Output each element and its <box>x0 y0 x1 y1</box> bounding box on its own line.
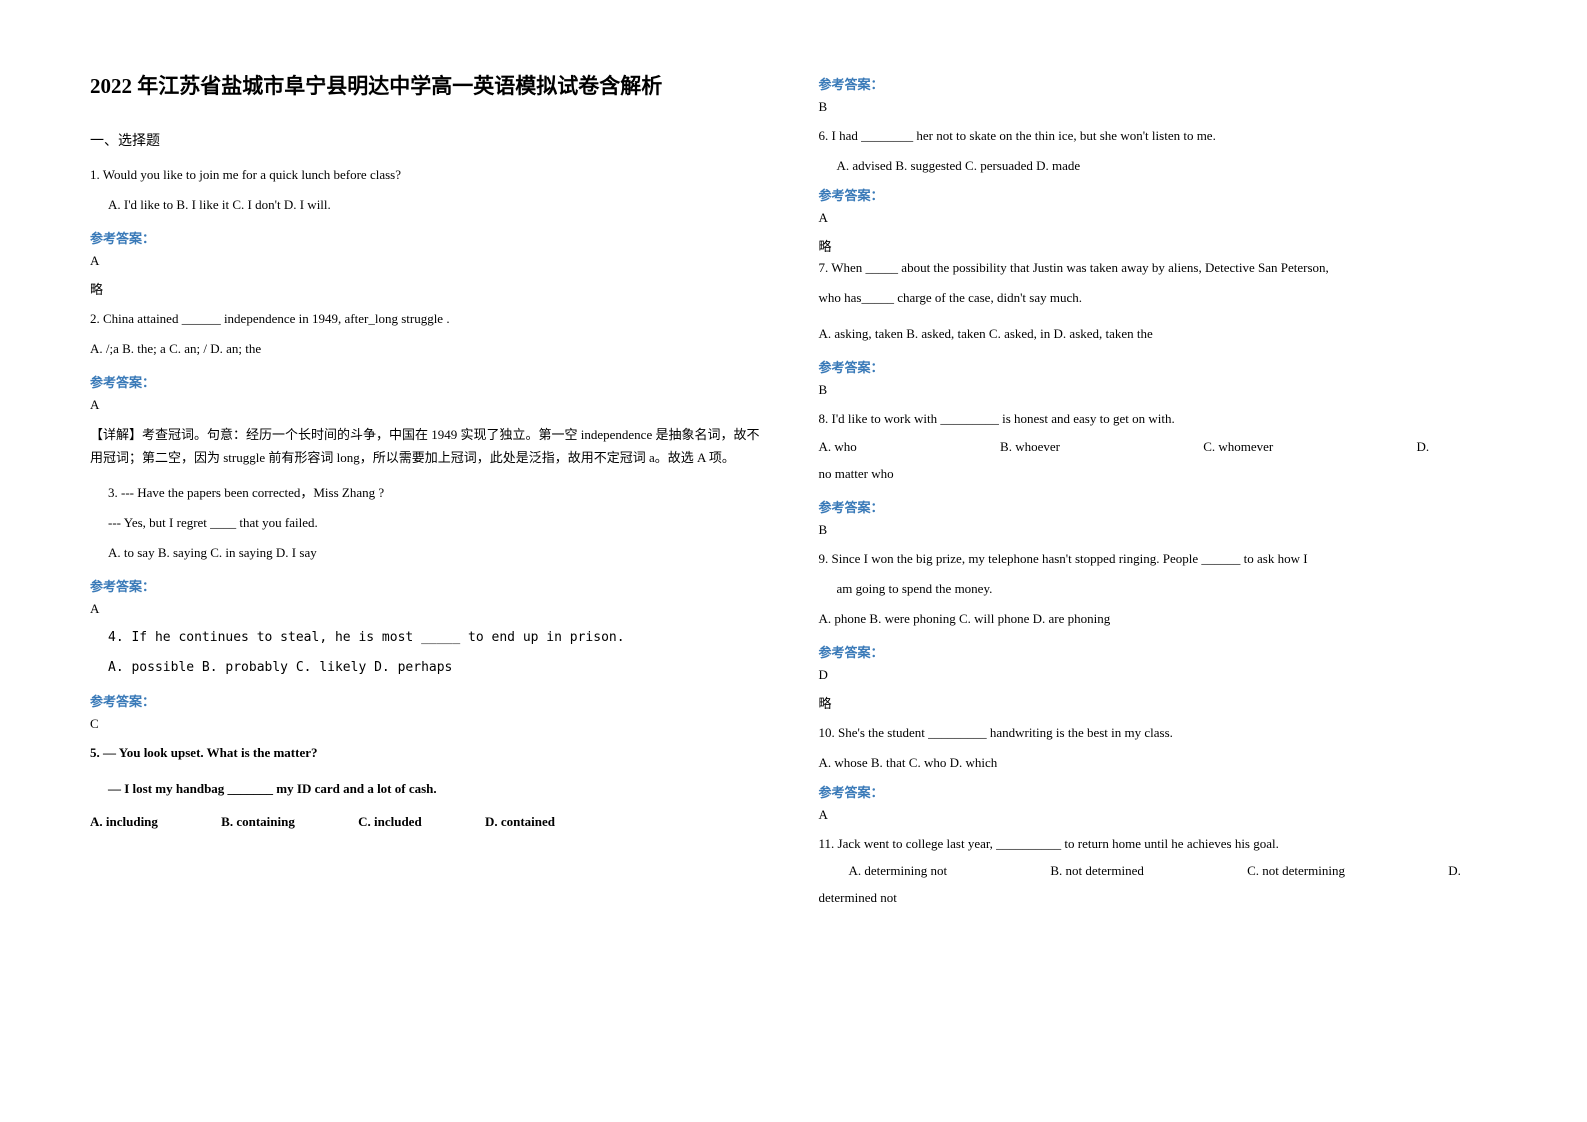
q6-answer: A <box>819 210 1498 226</box>
q1-answer: A <box>90 253 769 269</box>
q3-line2: --- Yes, but I regret ____ that you fail… <box>90 512 769 534</box>
q8-optB: B. whoever <box>1000 439 1060 455</box>
q3-text: 3. --- Have the papers been corrected，Mi… <box>90 482 769 504</box>
q5-optA: A. including <box>90 814 158 830</box>
q6-text: 6. I had ________ her not to skate on th… <box>819 125 1498 147</box>
answer-label: 参考答案： <box>819 74 1498 93</box>
answer-label: 参考答案： <box>90 691 769 710</box>
q11-line2: determined not <box>819 887 1498 909</box>
q2-text: 2. China attained ______ independence in… <box>90 308 769 330</box>
answer-label: 参考答案： <box>819 642 1498 661</box>
q11-optA: A. determining not <box>849 863 948 879</box>
left-column: 2022 年江苏省盐城市阜宁县明达中学高一英语模拟试卷含解析 一、选择题 1. … <box>90 70 769 1082</box>
q1-text: 1. Would you like to join me for a quick… <box>90 164 769 186</box>
q5-optC: C. included <box>358 814 422 830</box>
q1-options: A. I'd like to B. I like it C. I don't D… <box>90 194 769 216</box>
q5-text: 5. — You look upset. What is the matter? <box>90 742 769 764</box>
q8-line2: no matter who <box>819 463 1498 485</box>
q3-options: A. to say B. saying C. in saying D. I sa… <box>90 542 769 564</box>
page-title: 2022 年江苏省盐城市阜宁县明达中学高一英语模拟试卷含解析 <box>90 70 769 104</box>
section-header: 一、选择题 <box>90 130 769 150</box>
answer-label: 参考答案： <box>819 782 1498 801</box>
answer-label: 参考答案： <box>90 228 769 247</box>
q5-line2: — I lost my handbag _______ my ID card a… <box>90 778 769 800</box>
q9-text: 9. Since I won the big prize, my telepho… <box>819 548 1498 570</box>
q6-options: A. advised B. suggested C. persuaded D. … <box>819 155 1498 177</box>
q5-answer: B <box>819 99 1498 115</box>
q8-optA: A. who <box>819 439 857 455</box>
q10-options: A. whose B. that C. who D. which <box>819 752 1498 774</box>
q8-options: A. who B. whoever C. whomever D. <box>819 439 1498 455</box>
q8-answer: B <box>819 522 1498 538</box>
q4-options: A. possible B. probably C. likely D. per… <box>90 657 769 679</box>
q7-line2: who has_____ charge of the case, didn't … <box>819 287 1498 309</box>
q9-options: A. phone B. were phoning C. will phone D… <box>819 608 1498 630</box>
q7-options: A. asking, taken B. asked, taken C. aske… <box>819 323 1498 345</box>
q10-answer: A <box>819 807 1498 823</box>
q8-text: 8. I'd like to work with _________ is ho… <box>819 408 1498 430</box>
q8-optD: D. <box>1417 439 1430 454</box>
q11-text: 11. Jack went to college last year, ____… <box>819 833 1498 855</box>
q2-answer: A <box>90 397 769 413</box>
q8-optC: C. whomever <box>1203 439 1273 455</box>
q9-answer: D <box>819 667 1498 683</box>
q4-answer: C <box>90 716 769 732</box>
q5-options: A. including B. containing C. included D… <box>90 814 769 830</box>
q7-text: 7. When _____ about the possibility that… <box>819 257 1498 279</box>
answer-label: 参考答案： <box>819 497 1498 516</box>
q2-options: A. /;a B. the; a C. an; / D. an; the <box>90 338 769 360</box>
q11-optC: C. not determining <box>1247 863 1345 879</box>
q11-options: A. determining not B. not determined C. … <box>819 863 1498 879</box>
q4-text: 4. If he continues to steal, he is most … <box>90 627 769 649</box>
answer-label: 参考答案： <box>90 576 769 595</box>
q1-skip: 略 <box>90 279 769 298</box>
q6-skip: 略 <box>819 236 1498 255</box>
q9-skip: 略 <box>819 693 1498 712</box>
q2-explanation: 【详解】考查冠词。句意：经历一个长时间的斗争，中国在 1949 实现了独立。第一… <box>90 423 769 470</box>
right-column: 参考答案： B 6. I had ________ her not to ska… <box>819 70 1498 1082</box>
answer-label: 参考答案： <box>819 357 1498 376</box>
q9-line2: am going to spend the money. <box>819 578 1498 600</box>
answer-label: 参考答案： <box>90 372 769 391</box>
q3-answer: A <box>90 601 769 617</box>
q11-optB: B. not determined <box>1050 863 1144 879</box>
q7-answer: B <box>819 382 1498 398</box>
answer-label: 参考答案： <box>819 185 1498 204</box>
q5-optB: B. containing <box>221 814 295 830</box>
q10-text: 10. She's the student _________ handwrit… <box>819 722 1498 744</box>
q11-optD: D. <box>1448 863 1461 878</box>
q5-optD: D. contained <box>485 814 555 829</box>
